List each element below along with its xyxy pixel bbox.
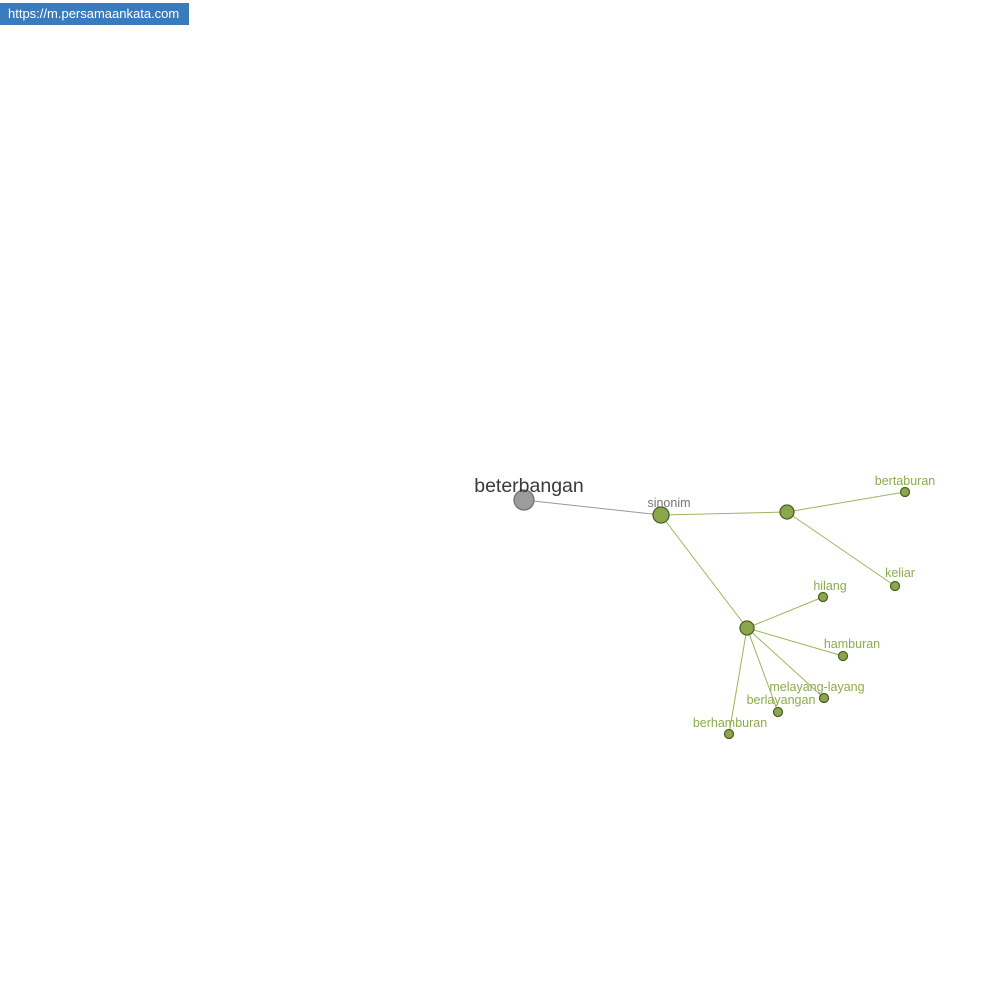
label-hilang: hilang	[813, 579, 846, 593]
label-berhamburan: berhamburan	[693, 716, 767, 730]
label-bertaburan: bertaburan	[875, 474, 936, 488]
edge-hub1-bertaburan	[786, 491, 906, 513]
source-url-badge: https://m.persamaankata.com	[0, 3, 190, 25]
graph-labels: beterbangan sinonim bertaburan keliar hi…	[474, 474, 935, 730]
edge-beterbangan-sinonim	[523, 499, 662, 516]
edge-hub2-melayang-layang	[746, 627, 825, 699]
edge-hub2-berlayangan	[746, 627, 779, 713]
node-berhamburan[interactable]	[723, 728, 735, 740]
label-keliar: keliar	[885, 566, 915, 580]
label-melayang-layang: melayang-layang	[769, 680, 864, 694]
graph-nodes	[513, 486, 911, 740]
node-unlabeled-hub-1[interactable]	[779, 504, 795, 520]
edge-hub1-keliar	[786, 511, 896, 587]
graph-edges	[523, 491, 906, 735]
edge-hub2-berhamburan	[728, 627, 748, 735]
edge-sinonim-hub1	[660, 511, 788, 516]
node-beterbangan[interactable]	[513, 489, 535, 511]
node-keliar[interactable]	[889, 580, 901, 592]
node-sinonim[interactable]	[652, 506, 670, 524]
edge-hub2-hilang	[746, 596, 824, 629]
node-hilang[interactable]	[817, 591, 829, 603]
edge-sinonim-hub2	[660, 514, 748, 629]
edge-hub2-hamburan	[746, 627, 844, 657]
label-hamburan: hamburan	[824, 637, 880, 651]
node-melayang-layang[interactable]	[818, 692, 830, 704]
node-bertaburan[interactable]	[899, 486, 911, 498]
label-berlayangan: berlayangan	[747, 693, 816, 707]
label-sinonim: sinonim	[647, 496, 690, 510]
node-berlayangan[interactable]	[772, 706, 784, 718]
label-beterbangan: beterbangan	[474, 475, 584, 497]
node-unlabeled-hub-2[interactable]	[739, 620, 755, 636]
node-hamburan[interactable]	[837, 650, 849, 662]
